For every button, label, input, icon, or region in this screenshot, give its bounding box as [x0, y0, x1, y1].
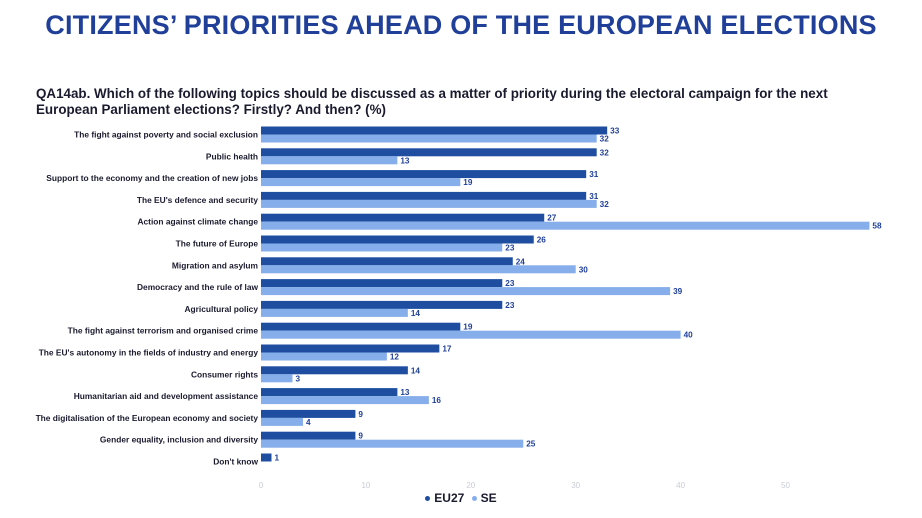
- data-label-eu27: 13: [400, 388, 410, 397]
- data-label-eu27: 9: [358, 410, 363, 419]
- data-label-se: 16: [432, 396, 442, 405]
- data-label-eu27: 23: [505, 301, 515, 310]
- data-label-eu27: 33: [610, 127, 620, 136]
- data-label-eu27: 19: [463, 323, 473, 332]
- category-label: The fight against terrorism and organise…: [68, 326, 259, 336]
- data-label-eu27: 32: [600, 148, 610, 157]
- bar-eu27[interactable]: [261, 366, 408, 375]
- bar-eu27[interactable]: [261, 279, 503, 288]
- bar-se[interactable]: [261, 265, 576, 274]
- data-label-se: 19: [463, 178, 473, 187]
- category-label: Agricultural policy: [184, 304, 258, 314]
- page-title: CITIZENS’ PRIORITIES AHEAD OF THE EUROPE…: [45, 10, 877, 40]
- data-label-eu27: 9: [358, 432, 363, 441]
- legend-label-se: SE: [480, 491, 497, 505]
- data-label-se: 14: [411, 309, 421, 318]
- chart-question: QA14ab. Which of the following topics sh…: [36, 86, 828, 117]
- category-label: Gender equality, inclusion and diversity: [100, 435, 258, 445]
- data-label-se: 39: [673, 287, 683, 296]
- x-tick-label: 50: [781, 481, 790, 490]
- category-label: The future of Europe: [176, 239, 259, 249]
- bars: [261, 126, 870, 462]
- bar-eu27[interactable]: [261, 235, 534, 244]
- data-label-eu27: 31: [589, 170, 599, 179]
- bar-se[interactable]: [261, 330, 681, 339]
- category-label: Public health: [206, 151, 258, 161]
- data-label-se: 3: [295, 374, 300, 383]
- legend-label-eu27: EU27: [434, 491, 465, 505]
- x-tick-label: 30: [571, 481, 580, 490]
- bar-eu27[interactable]: [261, 409, 356, 418]
- value-labels: 3332321331193132275826232430233923141940…: [274, 127, 881, 463]
- category-label: Consumer rights: [191, 369, 258, 379]
- bar-eu27[interactable]: [261, 453, 272, 462]
- bar-se[interactable]: [261, 156, 398, 165]
- bar-se[interactable]: [261, 243, 503, 252]
- category-label: Democracy and the rule of law: [137, 282, 258, 292]
- bar-eu27[interactable]: [261, 191, 587, 200]
- data-label-eu27: 24: [516, 257, 526, 266]
- category-label: Don't know: [213, 457, 258, 467]
- bar-se[interactable]: [261, 199, 597, 208]
- data-label-eu27: 1: [274, 454, 279, 463]
- bar-se[interactable]: [261, 417, 303, 426]
- bar-se[interactable]: [261, 134, 597, 143]
- bar-eu27[interactable]: [261, 257, 513, 266]
- category-label: Action against climate change: [137, 217, 258, 227]
- category-label: Migration and asylum: [172, 260, 258, 270]
- x-tick-label: 0: [259, 481, 264, 490]
- bar-se[interactable]: [261, 308, 408, 317]
- bar-eu27[interactable]: [261, 148, 597, 157]
- bar-se[interactable]: [261, 439, 524, 448]
- x-tick-label: 40: [676, 481, 685, 490]
- legend-dot-se: [471, 496, 477, 502]
- data-label-se: 4: [306, 418, 311, 427]
- category-label: The EU's autonomy in the fields of indus…: [39, 348, 259, 358]
- category-label: The EU's defence and security: [137, 195, 258, 205]
- x-axis-ticks: 0 10 20 30 40 50: [259, 481, 791, 490]
- legend-dot-eu27: [425, 496, 431, 502]
- category-label: Humanitarian aid and development assista…: [74, 391, 259, 401]
- data-label-se: 30: [579, 265, 589, 274]
- bar-eu27[interactable]: [261, 431, 356, 440]
- legend-item-eu27[interactable]: EU27: [425, 491, 464, 505]
- data-label-eu27: 27: [547, 214, 557, 223]
- data-label-eu27: 26: [537, 236, 547, 245]
- bar-eu27[interactable]: [261, 126, 608, 135]
- bar-eu27[interactable]: [261, 388, 398, 397]
- bar-eu27[interactable]: [261, 322, 461, 331]
- x-tick-label: 10: [361, 481, 370, 490]
- data-label-se: 32: [600, 200, 610, 209]
- legend: EU27 SE: [0, 491, 922, 505]
- legend-item-se[interactable]: SE: [471, 491, 497, 505]
- data-label-se: 25: [526, 440, 536, 449]
- data-label-se: 58: [872, 222, 882, 231]
- data-label-se: 32: [600, 135, 610, 144]
- bar-se[interactable]: [261, 396, 429, 405]
- bar-se[interactable]: [261, 287, 671, 296]
- bar-eu27[interactable]: [261, 213, 545, 222]
- data-label-se: 13: [400, 156, 410, 165]
- category-label: Support to the economy and the creation …: [46, 173, 258, 183]
- bar-se[interactable]: [261, 178, 461, 187]
- category-label: The fight against poverty and social exc…: [74, 130, 258, 140]
- category-label: The digitalisation of the European econo…: [36, 413, 259, 423]
- data-label-se: 12: [390, 353, 400, 362]
- bar-se[interactable]: [261, 374, 293, 383]
- bar-eu27[interactable]: [261, 344, 440, 353]
- data-label-eu27: 17: [442, 345, 452, 354]
- bar-eu27[interactable]: [261, 300, 503, 309]
- bar-eu27[interactable]: [261, 170, 587, 179]
- data-label-eu27: 14: [411, 366, 421, 375]
- x-tick-label: 20: [466, 481, 475, 490]
- bar-se[interactable]: [261, 221, 870, 230]
- data-label-eu27: 31: [589, 192, 599, 201]
- data-label-eu27: 23: [505, 279, 515, 288]
- data-label-se: 23: [505, 244, 515, 253]
- category-labels: The fight against poverty and social exc…: [36, 130, 259, 467]
- data-label-se: 40: [684, 331, 694, 340]
- bar-se[interactable]: [261, 352, 387, 361]
